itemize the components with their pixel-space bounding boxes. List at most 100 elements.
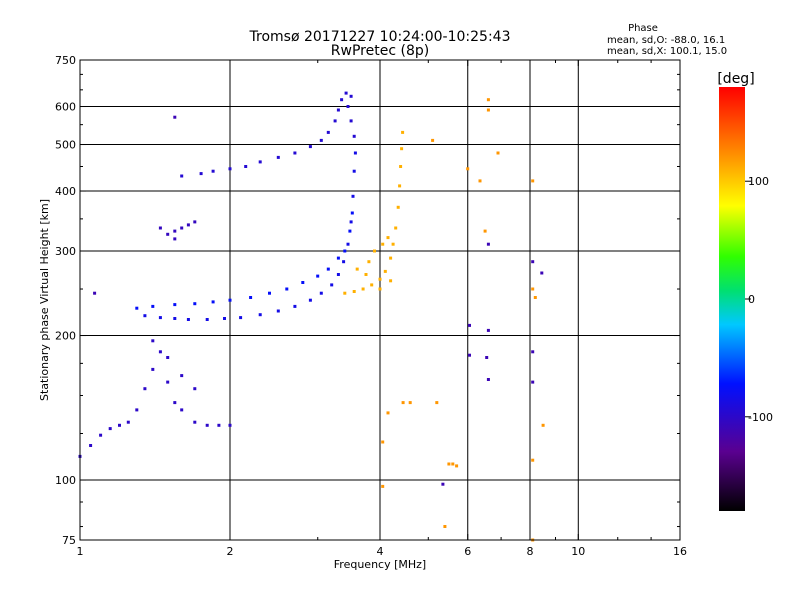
data-point: [228, 423, 232, 427]
data-point: [158, 316, 162, 320]
data-point: [249, 296, 253, 299]
colorbar-ticks: 100 0 -100: [745, 175, 773, 424]
data-point: [135, 408, 139, 412]
data-point: [346, 242, 350, 246]
data-point: [308, 145, 312, 149]
data-point: [285, 287, 289, 291]
data-point: [158, 226, 162, 230]
data-point: [244, 165, 248, 168]
data-point: [394, 226, 398, 230]
data-point: [193, 302, 197, 306]
data-point: [326, 130, 330, 134]
grid-lines: [79, 60, 681, 540]
data-point: [348, 229, 352, 233]
data-point: [451, 462, 455, 466]
data-point: [336, 256, 340, 260]
data-point: [483, 229, 487, 233]
data-point: [401, 401, 405, 405]
data-point: [166, 380, 170, 384]
x-tick-label: 2: [227, 545, 234, 558]
data-point: [399, 165, 403, 168]
data-point: [151, 339, 155, 343]
y-tick-label: 750: [55, 54, 76, 67]
y-tick-label: 100: [55, 474, 76, 487]
data-point: [180, 374, 184, 378]
data-point: [381, 440, 385, 444]
stats-line-o: mean, sd,O: -88.0, 16.1: [607, 35, 725, 46]
x-tick-label: 1: [77, 545, 84, 558]
data-point: [378, 277, 382, 281]
data-point: [135, 306, 139, 310]
x-tick-label: 10: [571, 545, 585, 558]
data-point: [143, 387, 147, 391]
y-tick-label: 600: [55, 101, 76, 114]
x-tick-label: 4: [377, 545, 384, 558]
data-point: [531, 458, 535, 462]
data-point: [389, 279, 393, 283]
stats-line-x: mean, sd,X: 100.1, 15.0: [607, 46, 727, 57]
data-point: [228, 298, 232, 302]
data-point: [378, 287, 382, 291]
data-point: [166, 232, 170, 236]
data-point: [166, 356, 170, 359]
y-tick-label: 200: [55, 330, 76, 343]
data-point: [396, 205, 400, 209]
data-point: [349, 94, 353, 98]
data-point: [398, 184, 402, 188]
data-point: [173, 237, 177, 241]
data-point: [126, 420, 130, 424]
data-point: [173, 303, 177, 307]
data-point: [486, 378, 490, 381]
y-tick-label: 300: [55, 245, 76, 258]
data-point: [408, 401, 412, 405]
data-point: [486, 98, 490, 102]
data-point: [370, 283, 374, 287]
data-point: [276, 309, 280, 313]
x-axis-label: Frequency [MHz]: [334, 558, 426, 571]
data-point: [364, 273, 368, 276]
data-point: [381, 242, 385, 246]
data-point: [352, 290, 356, 293]
data-point: [223, 317, 226, 320]
data-point: [466, 167, 470, 171]
data-point: [344, 91, 348, 95]
data-point: [217, 423, 221, 427]
data-point: [258, 313, 262, 317]
data-point: [531, 179, 535, 183]
data-point: [355, 267, 359, 271]
data-point: [389, 256, 393, 260]
colorbar-gradient: [719, 87, 745, 511]
data-point: [293, 304, 297, 308]
data-point: [143, 314, 147, 318]
colorbar-tick-label: 0: [748, 293, 755, 306]
data-point: [485, 356, 489, 359]
data-point: [93, 291, 97, 295]
data-point: [367, 260, 371, 264]
x-tick-label: 8: [527, 545, 534, 558]
data-point: [468, 353, 471, 357]
data-point: [151, 304, 155, 308]
data-point: [486, 328, 490, 332]
y-axis-ticks: 75 100 200 300 400 500 600 750: [55, 54, 680, 547]
data-point: [496, 151, 500, 155]
data-point: [308, 298, 312, 302]
data-point: [173, 401, 177, 405]
data-point: [151, 367, 155, 371]
data-point: [193, 420, 197, 424]
data-point: [336, 273, 340, 276]
data-point: [173, 115, 177, 119]
data-point: [386, 411, 390, 415]
data-point: [319, 138, 323, 142]
data-point: [441, 482, 445, 486]
data-point: [333, 119, 337, 123]
data-point: [211, 169, 215, 173]
data-point: [336, 108, 340, 112]
data-point: [352, 134, 356, 138]
data-point: [258, 160, 262, 164]
y-tick-label: 500: [55, 139, 76, 152]
data-point: [468, 323, 471, 327]
data-point: [349, 119, 353, 123]
data-point: [186, 223, 190, 227]
data-point: [99, 433, 103, 437]
